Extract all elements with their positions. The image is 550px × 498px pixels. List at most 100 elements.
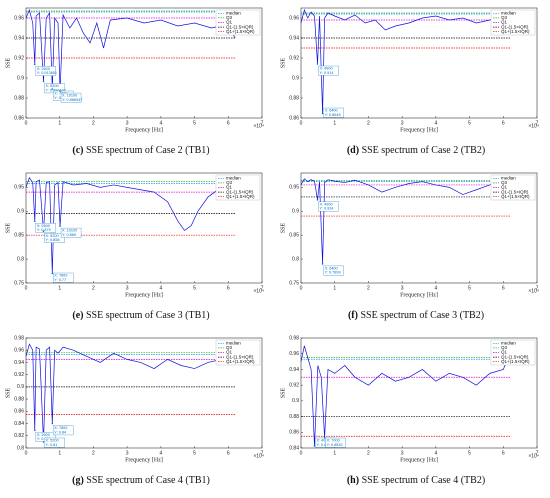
annotation-text: X: 7800 [54, 274, 67, 278]
y-tick-label: 0.75 [14, 280, 24, 286]
annotation-text: X: 2600 [37, 224, 50, 228]
y-tick-label: 0.94 [14, 360, 24, 366]
x-tick-label: 0 [300, 285, 303, 291]
caption: (g) SSE spectrum of Case 4 (TB1) [72, 475, 210, 486]
annotation-point [42, 230, 45, 233]
x-tick-label: 0 [25, 120, 28, 126]
annotation-point [316, 198, 319, 201]
y-tick-label: 0.86 [289, 430, 299, 436]
y-axis-label: SSE [5, 57, 11, 68]
x-tick-label: 4 [434, 120, 437, 126]
y-tick-label: 0.98 [289, 335, 299, 341]
annotation-point [51, 88, 54, 90]
x-tick-label: 1 [58, 120, 61, 126]
x-tick-label: 2 [92, 120, 95, 126]
legend-label: Q1+(1.5×IQR) [501, 29, 530, 34]
annotation-text: Y: 0.77 [54, 278, 66, 282]
annotation-point [316, 63, 319, 65]
y-tick-label: 0.8 [17, 256, 24, 262]
annotation-text: Y: 0.84 [54, 430, 66, 434]
x-tick-label: 1 [58, 450, 61, 456]
y-tick-label: 0.75 [289, 280, 299, 286]
annotation-text: X: 4000 [316, 439, 329, 443]
caption-panel: (g) [72, 475, 84, 486]
annotation-text: X: 4900 [320, 67, 333, 71]
x-tick-label: 2 [367, 285, 370, 291]
annotation-text: Y: 0.8426 [316, 443, 332, 447]
caption: (d) SSE spectrum of Case 2 (TB2) [347, 145, 485, 156]
x-tick-label: 4 [159, 285, 162, 291]
annotation-text: Y: 0.896447 [46, 88, 66, 92]
caption-text: SSE spectrum of Case 2 (TB1) [86, 145, 210, 156]
x-axis-label: Frequency [Hz] [400, 292, 438, 298]
annotation-box [60, 92, 82, 103]
legend-label: median [501, 340, 516, 345]
annotation-text: X: 5200 [46, 439, 59, 443]
x-tick-label: 2 [92, 450, 95, 456]
annotation-text: X: 6400 [325, 267, 338, 271]
x-tick-label: 6 [227, 450, 230, 456]
annotation-point [33, 429, 36, 432]
annotation-point [42, 80, 45, 83]
x-tick-label: 5 [193, 120, 196, 126]
x-tick-label: 7 [261, 450, 264, 456]
annotation-text: X: 7800 [54, 92, 67, 96]
annotation-text: X: 2600 [37, 67, 50, 71]
y-tick-label: 0.95 [289, 185, 299, 191]
x-tick-label: 7 [536, 450, 539, 456]
y-tick-label: 0.9 [17, 75, 24, 81]
legend-label: Q1+(1.5×IQR) [226, 29, 255, 34]
caption-text: SSE spectrum of Case 2 (TB2) [362, 145, 486, 156]
annotation-box [325, 437, 346, 448]
y-tick-label: 0.98 [14, 335, 24, 341]
x-tick-label: 5 [193, 450, 196, 456]
x-tick-label: 3 [401, 450, 404, 456]
annotation-text: X: 5200 [46, 84, 59, 88]
y-tick-label: 0.85 [14, 233, 24, 239]
legend-label: Q3 [501, 180, 508, 185]
legend-label: median [226, 175, 241, 180]
annotation-point [59, 225, 61, 227]
caption: (f) SSE spectrum of Case 3 (TB2) [348, 310, 484, 321]
spectrum-line [25, 343, 236, 442]
annotation-box [318, 201, 339, 212]
legend-label: Q1-(1.5×IQR) [501, 24, 529, 29]
annotation-box [53, 272, 74, 283]
spectrum-line [25, 177, 236, 274]
x-tick-label: 6 [502, 450, 505, 456]
legend-label: Q1 [226, 350, 233, 355]
legend-label: Q3 [226, 345, 233, 350]
legend-label: Q1 [501, 20, 508, 25]
annotation-text: Y: 0.924 [320, 207, 334, 211]
annotation-text: Y: 0.879 [37, 228, 51, 232]
y-axis-label: SSE [280, 222, 286, 233]
caption-panel: (h) [347, 475, 359, 486]
annotation-text: Y: 0.829 [37, 437, 51, 441]
x-tick-label: 0 [25, 285, 28, 291]
x-tick-label: 4 [159, 120, 162, 126]
y-tick-label: 0.96 [289, 351, 299, 357]
spectrum-line [25, 8, 236, 92]
legend-label: Q3 [226, 180, 233, 185]
annotation-text: Y: 0.886947 [62, 98, 82, 102]
annotation-point [33, 63, 36, 66]
caption-text: SSE spectrum of Case 4 (TB1) [86, 475, 210, 486]
annotation-text: Y: 0.913651 [37, 71, 57, 75]
y-tick-label: 0.95 [14, 185, 24, 191]
legend-label: Q3 [226, 15, 233, 20]
legend-label: Q1-(1.5×IQR) [226, 354, 254, 359]
annotation-point [59, 90, 61, 92]
annotation-point [321, 263, 324, 265]
annotation-text: Y: 0.8645 [325, 113, 341, 117]
x-tick-label: 0 [300, 120, 303, 126]
spectrum-line [300, 345, 511, 446]
y-tick-label: 0.94 [289, 35, 299, 41]
x-tick-label: 1 [58, 285, 61, 291]
annotation-point [321, 112, 324, 115]
x-tick-label: 4 [434, 450, 437, 456]
x-tick-label: 6 [227, 120, 230, 126]
x-tick-label: 3 [126, 450, 129, 456]
legend-label: Q1-(1.5×IQR) [501, 189, 529, 194]
annotation-box [35, 223, 56, 233]
